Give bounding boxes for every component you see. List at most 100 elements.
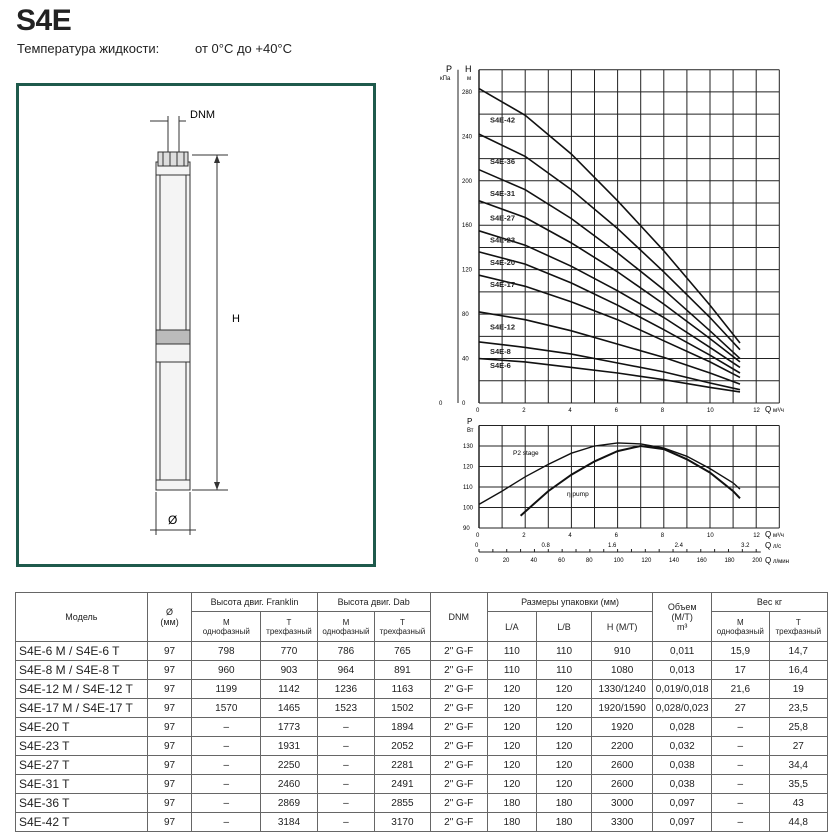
table-cell: 15,9 xyxy=(711,641,770,661)
table-cell: 964 xyxy=(316,660,376,680)
series-line-s4e-42 xyxy=(478,87,741,344)
table-row: S4E-20 T 97–1773–1894 2" G-F 120 120 1920 0,02… xyxy=(15,717,829,737)
table-row: S4E-6 M / S4E-6 T 97 798 770 786 765 2" G-F 110… xyxy=(15,641,829,661)
col-volume: Объем (M/T) m³ xyxy=(652,592,713,642)
series-label: S4E-42 xyxy=(490,116,515,125)
table-row: S4E-31 T 97–2460–2491 2" G-F 120 120 2600 0,03… xyxy=(15,774,829,794)
x3-tick-label: 100 xyxy=(614,558,625,564)
series-label: S4E-8 xyxy=(490,347,511,356)
x2-tick-label: 2.4 xyxy=(675,543,684,549)
table-cell: 2" G-F xyxy=(429,793,488,813)
table-cell: – xyxy=(711,793,770,813)
table-cell: 2491 xyxy=(374,774,431,794)
table-cell: 2" G-F xyxy=(429,736,488,756)
table-cell: 14,7 xyxy=(768,641,829,661)
table-cell: 1236 xyxy=(316,679,376,699)
volume-unit: m³ xyxy=(676,622,688,632)
table-cell: S4E-20 T xyxy=(15,717,148,737)
table-cell: 21,6 xyxy=(711,679,770,699)
table-cell: S4E-12 M / S4E-12 T xyxy=(15,679,148,699)
table-row: S4E-36 T 97–2869–2855 2" G-F 180 180 3000 0,09… xyxy=(15,793,829,813)
table-cell: 910 xyxy=(591,641,654,661)
table-cell: 1080 xyxy=(591,660,654,680)
performance-charts: 0246810120408012016020024028004008001200… xyxy=(439,64,789,565)
y-axis-unit: Вт xyxy=(467,428,474,434)
series-label: S4E-23 xyxy=(490,236,515,245)
x3-tick-label: 180 xyxy=(724,558,735,564)
table-cell: 2869 xyxy=(260,793,318,813)
table-cell: – xyxy=(711,774,770,794)
table-cell: 97 xyxy=(146,717,193,737)
table-cell: 120 xyxy=(486,774,538,794)
table-cell: 2" G-F xyxy=(429,755,488,775)
x3-axis-symbol: Q xyxy=(765,556,771,565)
table-cell: S4E-17 M / S4E-17 T xyxy=(15,698,148,718)
col-pack: Размеры упаковки (мм) xyxy=(486,592,654,612)
table-cell: 97 xyxy=(146,812,193,832)
y-tick-label: 120 xyxy=(463,465,474,471)
three-phase: трехфазный xyxy=(775,626,822,636)
x-tick-label: 12 xyxy=(753,408,760,414)
x-tick-label: 8 xyxy=(661,533,665,539)
table-cell: 903 xyxy=(260,660,318,680)
table-cell: – xyxy=(711,812,770,832)
table-cell: 2200 xyxy=(591,736,654,756)
temperature-value: от 0°C до +40°C xyxy=(195,41,293,56)
table-cell: 35,5 xyxy=(768,774,829,794)
table-cell: – xyxy=(316,755,376,775)
table-cell: – xyxy=(316,736,376,756)
three-phase: трехфазный xyxy=(379,626,426,636)
table-cell: 891 xyxy=(374,660,431,680)
series-line-s4e-8 xyxy=(478,341,741,391)
table-cell: 2855 xyxy=(374,793,431,813)
t: T xyxy=(795,617,801,627)
y-left-axis-symbol: P xyxy=(446,64,452,74)
table-cell: 1330/1240 xyxy=(591,679,654,699)
series-line-s4e-23 xyxy=(478,230,741,369)
table-cell: 2" G-F xyxy=(429,774,488,794)
col-franklin: Высота двиг. Franklin xyxy=(191,592,318,612)
table-cell: 0,013 xyxy=(652,660,713,680)
table-cell: 27 xyxy=(711,698,770,718)
table-cell: 1920/1590 xyxy=(591,698,654,718)
series-line-s4e-36 xyxy=(478,133,741,351)
table-cell: S4E-31 T xyxy=(15,774,148,794)
y-left-axis-unit: кПа xyxy=(440,76,451,82)
table-cell: 97 xyxy=(146,774,193,794)
volume-mt: (M/T) xyxy=(671,612,693,622)
diameter-unit: (мм) xyxy=(160,617,179,627)
table-cell: 0,011 xyxy=(652,641,713,661)
x-tick-label: 0 xyxy=(476,408,480,414)
table-cell: 120 xyxy=(536,679,593,699)
table-row: S4E-23 T 97–1931–2052 2" G-F 120 120 2200 0,03… xyxy=(15,736,829,756)
specs-table: Модель Ø (мм) Высота двиг. Franklin Высот… xyxy=(15,592,829,832)
table-cell: 2" G-F xyxy=(429,641,488,661)
y-tick-label: 80 xyxy=(462,312,469,318)
table-cell: S4E-36 T xyxy=(15,793,148,813)
table-cell: 110 xyxy=(486,660,538,680)
table-cell: 97 xyxy=(146,641,193,661)
table-cell: 120 xyxy=(536,736,593,756)
series-label: S4E-17 xyxy=(490,280,515,289)
table-cell: 3000 xyxy=(591,793,654,813)
table-cell: 97 xyxy=(146,698,193,718)
table-cell: – xyxy=(711,736,770,756)
series-label: S4E-12 xyxy=(490,322,515,331)
table-cell: 97 xyxy=(146,679,193,699)
x3-axis-unit: л/мин xyxy=(773,559,789,565)
table-cell: 1920 xyxy=(591,717,654,737)
table-cell: 2052 xyxy=(374,736,431,756)
y-tick-label: 120 xyxy=(462,268,473,274)
t: T xyxy=(286,617,292,627)
x3-tick-label: 40 xyxy=(530,558,537,564)
table-cell: – xyxy=(316,774,376,794)
table-cell: 1931 xyxy=(260,736,318,756)
x-axis-unit: м³/ч xyxy=(773,408,784,414)
x-tick-label: 4 xyxy=(568,408,572,414)
table-cell: – xyxy=(711,755,770,775)
y-left-tick-label: 0 xyxy=(439,401,443,407)
